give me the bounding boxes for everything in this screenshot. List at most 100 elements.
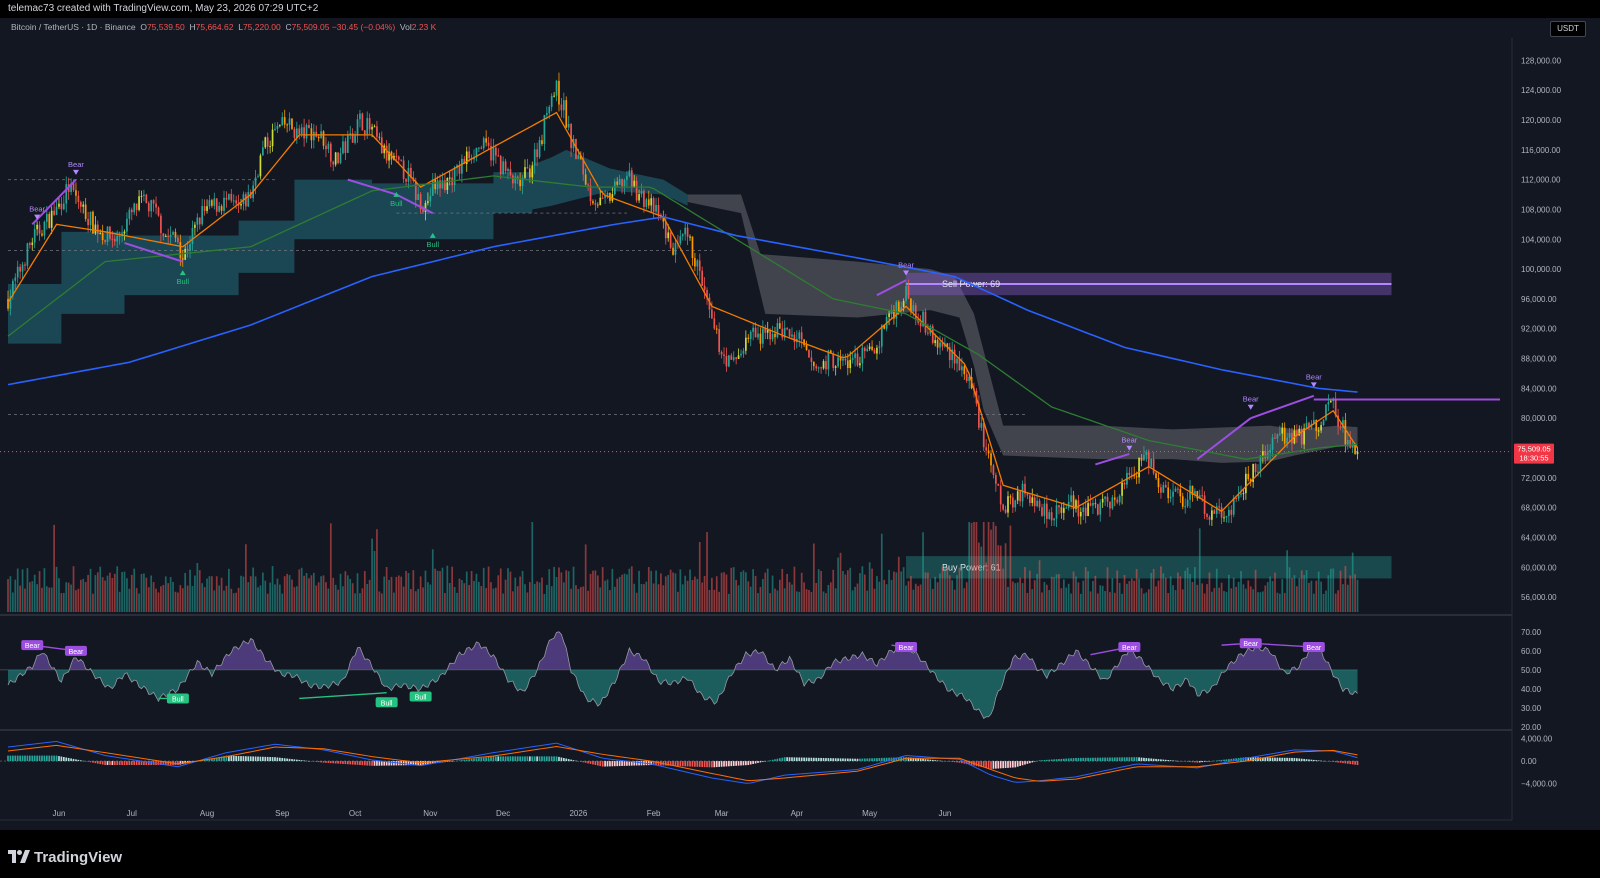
volume-bar (1346, 584, 1349, 612)
candle-body (509, 169, 512, 176)
candle-body (325, 145, 327, 150)
macd-histogram-bar (1067, 758, 1070, 762)
volume-bar (1143, 593, 1145, 612)
candle-body (1099, 502, 1102, 515)
macd-histogram-bar (917, 758, 920, 762)
volume-bar (589, 573, 592, 612)
macd-histogram-bar (1329, 761, 1332, 762)
volume-bar (451, 566, 454, 612)
macd-histogram-bar (805, 757, 808, 762)
macd-histogram-bar (616, 761, 619, 767)
macd-histogram-bar (1325, 761, 1327, 762)
volume-bar (84, 581, 87, 612)
macd-histogram-bar (1189, 761, 1191, 763)
volume-bar (1186, 567, 1189, 612)
volume-bar (1135, 569, 1138, 612)
bear-signal: Bear (1121, 436, 1138, 451)
macd-histogram-bar (1332, 761, 1335, 762)
macd-histogram-bar (121, 761, 123, 766)
candle-body (553, 95, 555, 97)
volume-bar (395, 576, 398, 612)
volume-bar (308, 578, 310, 612)
volume-bar (184, 572, 187, 612)
candle-body (873, 349, 876, 354)
macd-histogram-bar (368, 761, 371, 766)
macd-histogram-bar (626, 761, 628, 766)
macd-histogram-bar (99, 761, 102, 765)
rsi-tick-label: 70.00 (1521, 628, 1542, 637)
candle-body (1155, 473, 1157, 479)
candle-body (436, 180, 439, 190)
macd-histogram-bar (1031, 761, 1034, 763)
volume-bar (439, 571, 441, 612)
tradingview-brand[interactable]: TradingView (8, 849, 122, 866)
volume-bar (757, 593, 759, 612)
volume-bar (866, 590, 869, 612)
macd-histogram-bar (1140, 757, 1143, 762)
volume-bar (776, 590, 779, 612)
volume-bar (504, 579, 507, 612)
candle-body (475, 147, 478, 158)
candle-body (1337, 415, 1339, 427)
volume-bar (179, 585, 182, 612)
price-tick-label: 72,000.00 (1521, 474, 1557, 483)
volume-bar (883, 579, 886, 612)
volume-bar (1109, 592, 1111, 612)
macd-signal-line (7, 744, 1358, 782)
volume-bar (611, 568, 614, 612)
candle-body (1186, 499, 1189, 507)
currency-button[interactable]: USDT (1550, 21, 1586, 37)
candle-body (907, 286, 910, 299)
volume-bar (531, 522, 534, 612)
volume-bar (645, 581, 648, 612)
candle-body (26, 243, 29, 266)
candle-body (104, 240, 106, 242)
volume-bar (366, 583, 369, 612)
divergence-line (124, 242, 184, 263)
volume-bar (985, 562, 988, 612)
volume-bar (856, 583, 859, 612)
candle-body (113, 239, 116, 242)
macd-histogram-bar (936, 760, 939, 762)
candle-body (834, 366, 837, 368)
macd-histogram-bar (987, 761, 990, 769)
candle-body (803, 339, 805, 346)
macd-histogram-bar (1089, 757, 1092, 762)
rsi-bear-badge (64, 645, 87, 656)
candle-body (774, 333, 776, 338)
candle-body (1116, 499, 1119, 503)
macd-histogram-bar (708, 761, 711, 768)
volume-bar (1092, 581, 1094, 612)
volume-bar (201, 583, 204, 612)
volume-bar (606, 579, 609, 612)
volume-bar (444, 593, 446, 612)
candle-body (577, 155, 580, 159)
volume-bar (94, 575, 97, 612)
macd-histogram-bar (410, 761, 412, 766)
volume-bar (419, 576, 422, 612)
macd-histogram-bar (130, 761, 133, 766)
candle-body (225, 197, 228, 200)
macd-histogram-bar (33, 755, 36, 762)
bull-signal: Bull (390, 191, 403, 208)
candle-body (1179, 489, 1182, 497)
volume-bar (36, 584, 38, 612)
macd-histogram-bar (1084, 757, 1087, 762)
candle-body (1031, 497, 1034, 503)
macd-histogram-bar (1150, 758, 1153, 762)
macd-histogram-bar (1109, 757, 1111, 762)
candle-body (643, 190, 645, 207)
macd-histogram-bar (305, 760, 308, 762)
volume-bar (414, 591, 417, 612)
macd-histogram-bar (798, 757, 801, 762)
rsi-bear-badge (1302, 642, 1325, 653)
rsi-tick-label: 30.00 (1521, 704, 1542, 713)
volume-bar (859, 573, 861, 612)
candle-body (897, 301, 900, 312)
macd-histogram-bar (674, 761, 677, 766)
candle-body (781, 328, 784, 338)
bear-triangle-icon (1126, 445, 1133, 451)
price-tick-label: 112,000.00 (1521, 176, 1561, 185)
candle-body (674, 243, 677, 255)
